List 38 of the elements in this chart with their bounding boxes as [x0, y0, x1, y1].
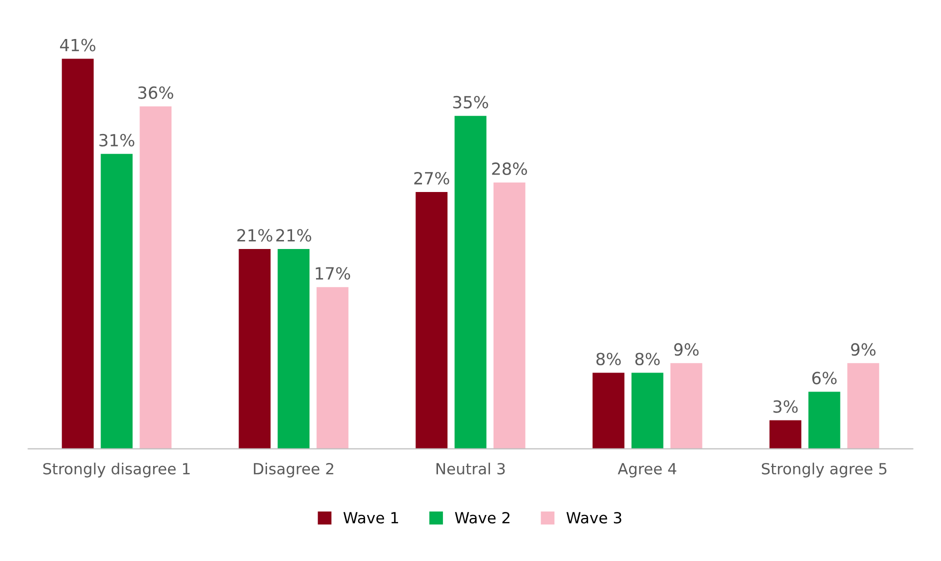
data-label: 27% — [414, 172, 450, 185]
bar — [631, 372, 664, 449]
bar — [494, 182, 526, 449]
x-tick-label: Strongly agree 5 — [762, 462, 886, 478]
data-label: 35% — [453, 96, 488, 108]
bar — [670, 363, 702, 449]
legend-label: Wave 2 — [454, 512, 510, 524]
data-label: 36% — [138, 86, 174, 99]
data-label: 8% — [596, 352, 621, 366]
x-tick-label: Strongly disagree 1 — [43, 462, 190, 478]
legend-label: Wave 3 — [566, 512, 622, 524]
data-label: 3% — [773, 400, 798, 413]
bar — [316, 287, 348, 449]
bar — [140, 106, 172, 449]
data-label: 9% — [674, 343, 699, 356]
data-label: 21% — [276, 229, 312, 242]
bar — [416, 192, 448, 449]
bar — [62, 58, 94, 449]
bar — [100, 154, 133, 449]
bar — [808, 392, 840, 449]
data-label: 6% — [812, 372, 837, 384]
data-label: 41% — [60, 38, 96, 52]
bar — [847, 363, 880, 449]
data-label: 9% — [851, 343, 876, 356]
bar — [769, 420, 802, 449]
data-label: 17% — [316, 267, 350, 280]
x-tick-label: Agree 4 — [618, 463, 676, 478]
data-label: 31% — [99, 134, 134, 147]
legend-label: Wave 1 — [343, 512, 398, 524]
bar — [238, 249, 271, 449]
data-label: 21% — [237, 229, 272, 242]
bar — [592, 372, 624, 449]
x-tick-label: Disagree 2 — [254, 462, 334, 478]
data-label: 28% — [492, 162, 528, 176]
bar — [278, 249, 310, 449]
bar — [454, 116, 486, 449]
x-tick-label: Neutral 3 — [436, 462, 505, 475]
data-label: 8% — [635, 352, 660, 366]
